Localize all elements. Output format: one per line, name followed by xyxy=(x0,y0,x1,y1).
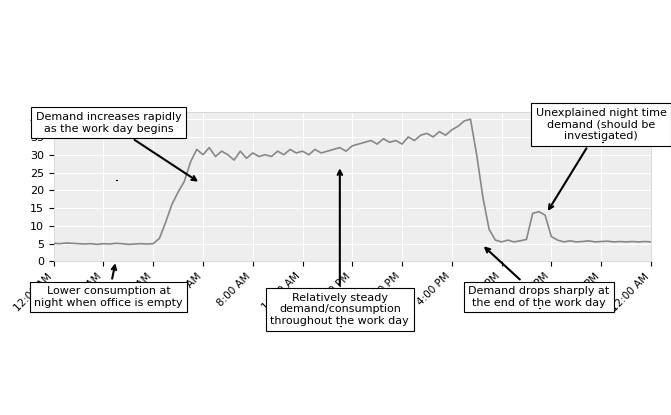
Text: Unexplained night time
demand (should be
investigated): Unexplained night time demand (should be… xyxy=(535,108,666,209)
Text: Relatively steady
demand/consumption
throughout the work day: Relatively steady demand/consumption thr… xyxy=(270,171,409,326)
Text: Demand increases rapidly
as the work day begins: Demand increases rapidly as the work day… xyxy=(36,112,196,181)
Text: Demand drops sharply at
the end of the work day: Demand drops sharply at the end of the w… xyxy=(468,248,609,308)
Text: Lower consumption at
night when office is empty: Lower consumption at night when office i… xyxy=(34,265,183,308)
